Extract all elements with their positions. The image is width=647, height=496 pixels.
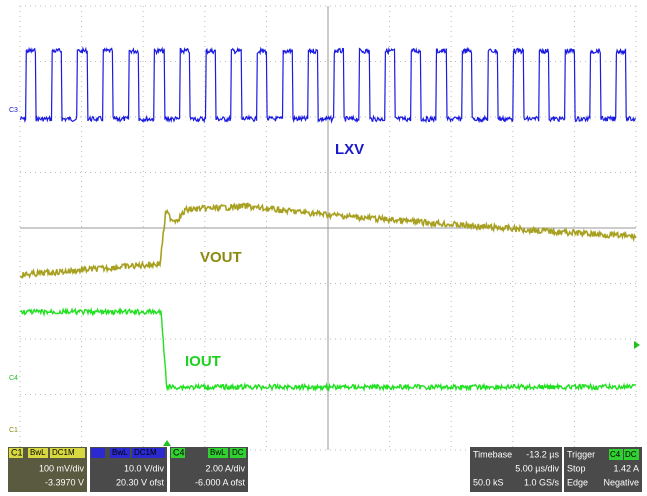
c1-marker: C1 [9, 427, 18, 434]
iout-label: IOUT [185, 353, 221, 370]
ch-name: C4 [173, 447, 185, 457]
ch-bw: BwL [30, 448, 46, 457]
ch-offset: -6.000 A ofst [195, 477, 246, 487]
trigger-coupling: DC [625, 450, 637, 459]
iout-trace [19, 306, 637, 393]
ch-offset: -3.3970 V [45, 477, 84, 487]
channel-c4: C4 BwL DC 2.00 A/div -6.000 A ofst [170, 447, 248, 492]
trigger-position [163, 440, 171, 446]
vout-label: VOUT [200, 249, 242, 266]
lxv-label: LXV [335, 141, 364, 158]
ch-name: C1 [11, 447, 23, 457]
timebase-scale: 5.00 µs/div [515, 463, 559, 473]
ch-coupling: DC1M [52, 448, 75, 457]
timebase-title: Timebase [473, 449, 512, 459]
trigger-mode: Stop [567, 463, 586, 473]
channel-c1: C1 BwL DC1M 100 mV/div -3.3970 V [8, 447, 87, 492]
timebase-box: Timebase -13.2 µs 5.00 µs/div 50.0 kS 1.… [470, 447, 562, 492]
trigger-box: Trigger C4 DC Stop 1.42 A Edge Negative [564, 447, 642, 492]
ch-scale: 100 mV/div [39, 463, 85, 473]
trigger-level-text: 1.42 A [613, 463, 639, 473]
trigger-level [634, 341, 640, 349]
ch-scale: 2.00 A/div [205, 463, 245, 473]
trigger-title: Trigger [567, 449, 595, 459]
timebase-points: 50.0 kS [473, 477, 504, 487]
lxv-trace [19, 46, 636, 124]
c3-marker: C3 [9, 107, 18, 114]
ch-scale: 10.0 V/div [124, 463, 165, 473]
c4-marker: C4 [9, 375, 18, 382]
trigger-source: C4 [610, 450, 621, 459]
trigger-type: Edge [567, 477, 588, 487]
ch-coupling: DC [232, 448, 244, 457]
ch-offset: 20.30 V ofst [116, 477, 165, 487]
timebase-rate: 1.0 GS/s [524, 477, 560, 487]
ch-bw: BwL [210, 448, 226, 457]
channel-c3: BwL DC1M 10.0 V/div 20.30 V ofst [90, 447, 167, 492]
ch-coupling: DC1M [134, 448, 157, 457]
trigger-slope: Negative [603, 477, 639, 487]
timebase-delay: -13.2 µs [526, 449, 559, 459]
waveforms [19, 46, 637, 393]
ch-bw: BwL [112, 448, 128, 457]
vout-trace [19, 201, 637, 280]
